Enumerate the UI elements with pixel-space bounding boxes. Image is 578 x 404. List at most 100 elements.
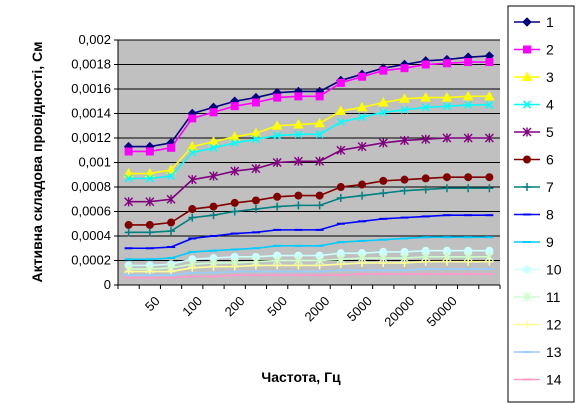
data-point — [294, 191, 303, 200]
data-point — [188, 213, 197, 222]
y-tick-label: 0,0002 — [71, 253, 111, 268]
data-point — [273, 131, 282, 140]
data-point — [442, 257, 451, 266]
y-tick-label: 0,0006 — [71, 204, 111, 219]
data-point — [273, 93, 282, 102]
data-point — [421, 60, 430, 69]
data-point — [336, 145, 346, 155]
data-point — [463, 133, 473, 143]
data-point — [484, 133, 494, 143]
legend-label: 9 — [546, 234, 554, 250]
data-point — [209, 108, 218, 117]
legend-box — [507, 5, 575, 403]
data-point — [442, 102, 452, 111]
data-point — [379, 176, 388, 185]
data-point — [186, 141, 198, 151]
series-10 — [124, 246, 494, 270]
legend-item-9: 9 — [514, 234, 554, 250]
data-point — [400, 105, 409, 114]
data-point — [314, 117, 325, 128]
data-point — [187, 175, 197, 185]
data-point — [145, 228, 154, 237]
data-point — [272, 158, 282, 167]
data-point — [315, 261, 324, 270]
data-point — [485, 257, 494, 266]
data-point — [462, 90, 474, 101]
data-point — [464, 184, 473, 193]
data-point — [357, 113, 367, 122]
data-point — [485, 184, 494, 193]
data-point — [421, 257, 430, 266]
data-point — [335, 105, 347, 116]
data-point — [336, 260, 345, 269]
data-point — [421, 174, 430, 183]
data-point — [166, 194, 176, 204]
legend-marker — [522, 100, 532, 109]
y-tick-label: 0,0004 — [71, 228, 111, 243]
data-point — [378, 138, 388, 148]
data-point — [251, 135, 261, 144]
data-point — [421, 103, 430, 112]
y-tick-label: 0,0012 — [71, 130, 111, 145]
data-point — [379, 108, 388, 117]
gridlines — [118, 39, 500, 285]
legend-marker — [523, 45, 531, 54]
data-point — [464, 257, 473, 266]
data-point — [484, 90, 495, 101]
data-point — [485, 173, 494, 182]
data-point — [358, 180, 367, 189]
data-point — [294, 261, 303, 270]
legend-label: 10 — [546, 262, 562, 278]
data-point — [251, 98, 260, 107]
legend-item-1: 1 — [514, 14, 554, 30]
data-point — [251, 196, 260, 205]
legend-label: 1 — [546, 14, 554, 30]
data-point — [293, 119, 304, 129]
data-point — [421, 185, 430, 194]
series-9 — [124, 236, 494, 261]
series-line — [128, 104, 490, 180]
data-point — [273, 192, 282, 201]
data-point — [209, 143, 218, 152]
data-point — [315, 156, 325, 166]
data-point — [400, 64, 409, 73]
data-point — [420, 92, 432, 102]
y-tick-label: 0,001 — [78, 155, 111, 170]
data-point — [208, 136, 219, 146]
data-point — [273, 202, 282, 211]
y-tick-label: 0,0018 — [71, 57, 111, 72]
data-point — [230, 102, 239, 111]
legend-item-11: 11 — [514, 289, 561, 305]
x-axis-title: Частота, Гц — [261, 369, 341, 385]
legend-marker — [522, 292, 532, 302]
legend-marker — [523, 155, 531, 164]
data-point — [400, 135, 409, 145]
legend-marker — [522, 17, 532, 27]
data-point — [400, 258, 409, 267]
legend-marker — [523, 320, 531, 329]
data-point — [442, 133, 452, 143]
y-tick-label: 0 — [104, 277, 111, 292]
data-point — [336, 183, 345, 191]
data-point — [230, 166, 240, 176]
series-4 — [124, 100, 494, 183]
data-point — [294, 92, 303, 101]
data-point — [167, 227, 176, 236]
data-point — [464, 100, 473, 109]
series-6 — [124, 173, 494, 229]
data-point — [209, 262, 218, 271]
series-8 — [124, 214, 494, 250]
series-5 — [124, 133, 494, 207]
legend-label: 5 — [546, 124, 554, 140]
series-7 — [124, 184, 494, 237]
data-point — [188, 148, 197, 157]
data-point — [250, 127, 262, 138]
data-point — [315, 201, 324, 210]
legend-label: 8 — [546, 207, 554, 223]
series-3 — [123, 90, 495, 178]
data-point — [124, 174, 133, 183]
legend-label: 13 — [546, 344, 562, 360]
series-2 — [124, 58, 494, 156]
